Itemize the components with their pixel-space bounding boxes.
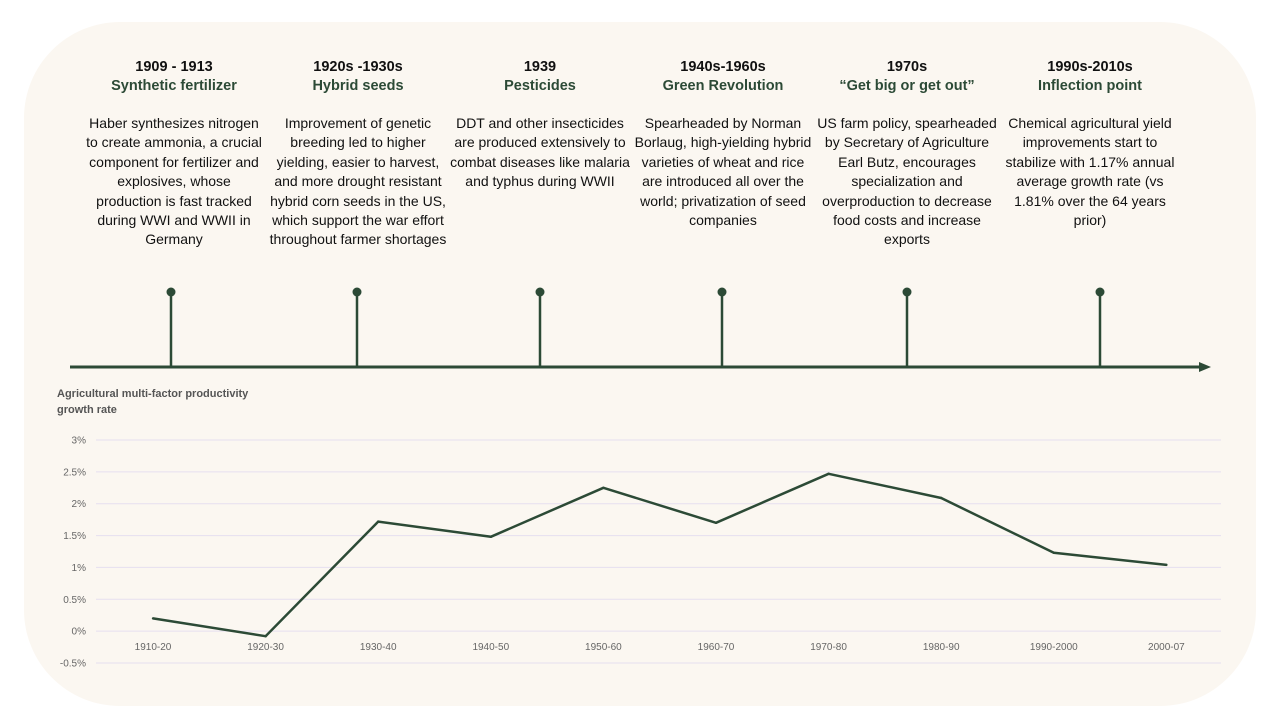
event-pesticides: 1939 Pesticides DDT and other insecticid… bbox=[450, 58, 630, 192]
y-tick-label: 0% bbox=[72, 627, 87, 638]
event-description: US farm policy, spearheaded by Secretary… bbox=[817, 115, 997, 248]
x-tick-label: 1990-2000 bbox=[1030, 642, 1078, 653]
y-tick-label: -0.5% bbox=[60, 659, 86, 670]
event-year: 1990s-2010s bbox=[1047, 59, 1133, 75]
x-tick-label: 1910-20 bbox=[135, 642, 172, 653]
y-tick-label: 2.5% bbox=[63, 467, 86, 478]
x-tick-label: 1950-60 bbox=[585, 642, 622, 653]
event-description: Improvement of genetic breeding led to h… bbox=[269, 115, 447, 248]
data-point bbox=[1165, 563, 1168, 567]
event-description: DDT and other insecticides are produced … bbox=[450, 115, 630, 190]
data-point bbox=[151, 617, 155, 620]
x-tick-label: 1940-50 bbox=[472, 642, 509, 653]
timeline-dot bbox=[717, 287, 727, 297]
event-hybrid-seeds: 1920s -1930s Hybrid seeds Improvement of… bbox=[268, 58, 448, 250]
timeline-arrowhead bbox=[1199, 362, 1211, 372]
timeline-dot bbox=[166, 287, 176, 297]
background-panel bbox=[24, 22, 1256, 706]
event-synthetic-fertilizer: 1909 - 1913 Synthetic fertilizer Haber s… bbox=[84, 58, 264, 250]
x-tick-label: 2000-07 bbox=[1148, 642, 1185, 653]
event-title: Green Revolution bbox=[662, 78, 784, 94]
x-tick-label: 1960-70 bbox=[698, 642, 735, 653]
series-line bbox=[152, 472, 1167, 638]
event-year: 1939 bbox=[523, 59, 557, 75]
timeline-dot bbox=[352, 287, 362, 297]
data-point bbox=[489, 535, 492, 539]
event-year: 1940s-1960s bbox=[680, 59, 766, 75]
event-year: 1970s bbox=[886, 59, 928, 75]
y-tick-label: 1% bbox=[72, 563, 87, 574]
data-point bbox=[264, 635, 267, 638]
timeline-dot bbox=[1095, 287, 1105, 297]
data-point bbox=[714, 521, 718, 525]
event-title: “Get big or get out” bbox=[839, 78, 975, 94]
data-point bbox=[1052, 551, 1056, 554]
data-point bbox=[827, 472, 830, 475]
data-point bbox=[377, 520, 380, 523]
x-tick-label: 1970-80 bbox=[810, 642, 847, 653]
event-year: 1909 - 1913 bbox=[135, 59, 213, 75]
event-description: Chemical agricultural yield improvements… bbox=[1005, 115, 1175, 229]
y-tick-label: 0.5% bbox=[63, 595, 86, 606]
event-title: Synthetic fertilizer bbox=[111, 78, 237, 94]
x-tick-label: 1980-90 bbox=[923, 642, 960, 653]
x-tick-label: 1920-30 bbox=[247, 642, 284, 653]
event-title: Pesticides bbox=[504, 78, 576, 94]
event-green-revolution: 1940s-1960s Green Revolution Spearheaded… bbox=[633, 58, 813, 230]
data-point bbox=[940, 496, 943, 500]
event-get-big: 1970s “Get big or get out” US farm polic… bbox=[817, 58, 997, 250]
event-title: Inflection point bbox=[1038, 78, 1142, 94]
y-tick-label: 1.5% bbox=[63, 531, 86, 542]
data-point bbox=[602, 486, 605, 489]
event-year: 1920s -1930s bbox=[313, 59, 403, 75]
y-tick-label: 2% bbox=[72, 499, 87, 510]
y-tick-label: 3% bbox=[72, 436, 87, 447]
event-title: Hybrid seeds bbox=[312, 78, 404, 94]
event-description: Haber synthesizes nitrogen to create amm… bbox=[86, 115, 262, 248]
event-inflection-point: 1990s-2010s Inflection point Chemical ag… bbox=[1000, 58, 1180, 230]
chart-title: Agricultural multi-factor productivity g… bbox=[57, 388, 249, 416]
timeline-dot bbox=[902, 287, 912, 297]
event-description: Spearheaded by Norman Borlaug, high-yiel… bbox=[634, 115, 812, 229]
timeline-dot bbox=[535, 287, 545, 297]
x-tick-label: 1930-40 bbox=[360, 642, 397, 653]
